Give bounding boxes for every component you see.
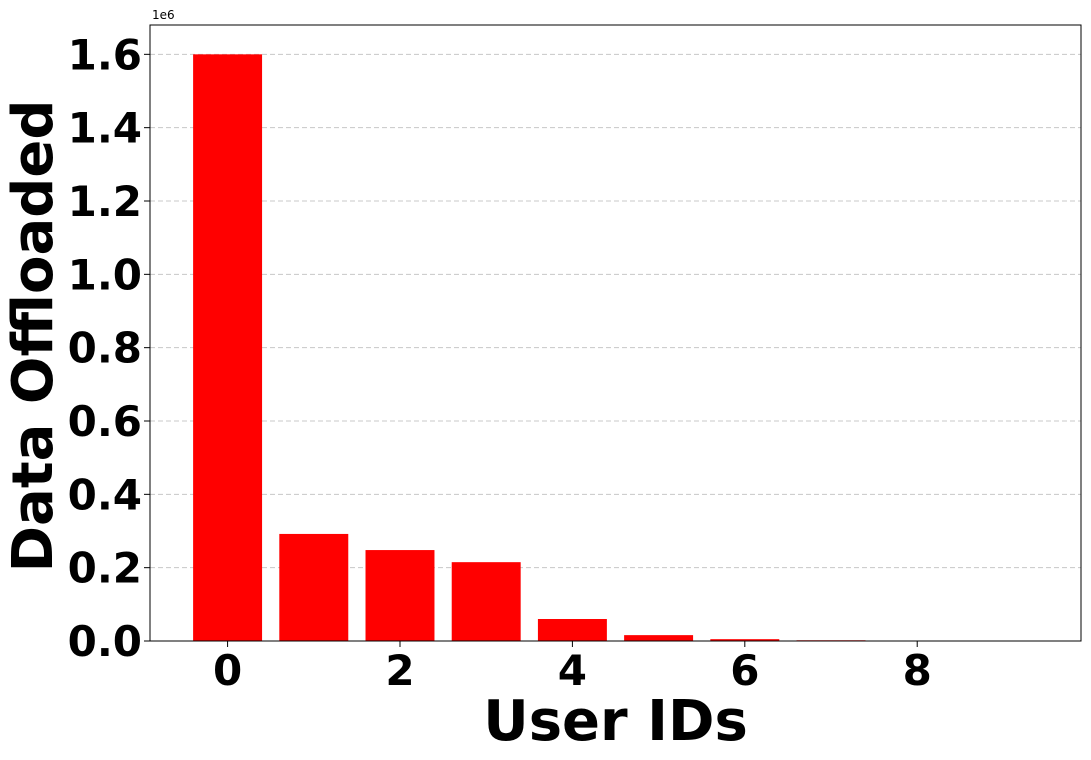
x-axis-label: User IDs — [483, 689, 748, 754]
bar-user-6 — [710, 639, 780, 641]
grid-layer — [150, 53, 1081, 569]
bar-user-4 — [537, 619, 607, 641]
y-tick-label: 1.6 — [68, 30, 142, 79]
x-tick-label: 6 — [730, 646, 759, 695]
bars-layer — [193, 54, 1038, 642]
y-offset-label: 1e6 — [152, 8, 175, 22]
x-tick-label: 0 — [213, 646, 242, 695]
bar-user-5 — [624, 635, 694, 641]
y-tick-label: 0.8 — [68, 324, 142, 373]
x-tick-label: 8 — [903, 646, 932, 695]
x-tick-label: 4 — [558, 646, 587, 695]
y-tick-label: 0.6 — [68, 397, 142, 446]
y-tick-label: 1.2 — [68, 177, 142, 226]
y-axis-label: Data Offloaded — [1, 100, 66, 573]
bar-user-0 — [193, 54, 263, 642]
y-tick-label: 0.2 — [68, 544, 142, 593]
plot-frame — [149, 24, 1082, 642]
y-tick-label: 1.0 — [68, 250, 142, 299]
y-tick-label: 1.4 — [68, 104, 142, 153]
bar-user-3 — [451, 562, 521, 641]
x-tick-label: 2 — [385, 646, 414, 695]
bar-user-1 — [279, 533, 349, 641]
bar-user-2 — [365, 550, 435, 641]
y-tick-label: 0.4 — [68, 470, 142, 519]
ticks-layer: 0 2 4 6 8 0.0 0.2 0.4 0.6 0.8 1.0 1.2 1.4 1.6 — [68, 30, 932, 695]
y-tick-label: 0.0 — [68, 617, 142, 666]
